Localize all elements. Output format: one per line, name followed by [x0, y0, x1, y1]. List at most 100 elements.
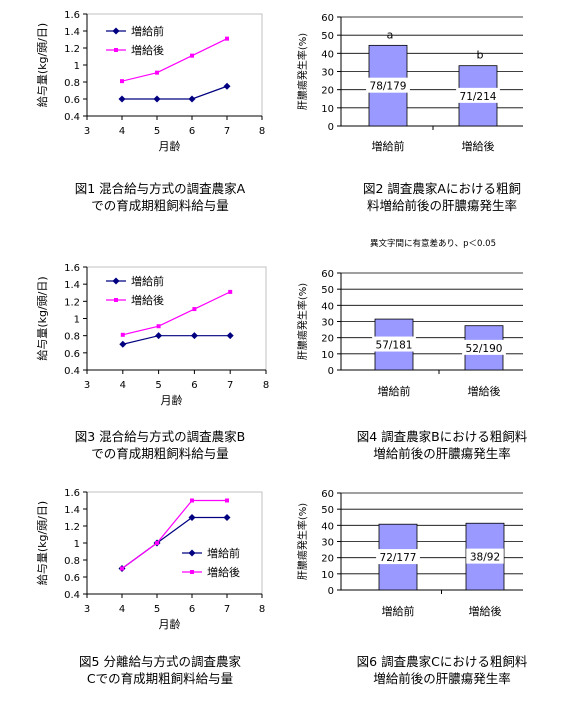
data-label: 78/179 — [370, 81, 407, 93]
x-tick-label: 7 — [224, 126, 230, 137]
x-tick-label: 4 — [119, 604, 125, 615]
caption-3: 図3 混合給与方式の調査農家B での育成期粗飼料給与量 — [40, 428, 280, 462]
data-point — [119, 340, 127, 348]
x-tick-label: 4 — [120, 380, 126, 391]
y-tick-label: 10 — [321, 104, 334, 115]
significance-note: 異文字間に有意差あり、p＜0.05 — [370, 239, 496, 249]
caption-1-line-1: 図1 混合給与方式の調査農家A — [74, 181, 246, 196]
x-tick-label: 6 — [189, 604, 195, 615]
x-tick-label: 4 — [119, 126, 125, 137]
y-tick-label: 0.4 — [64, 366, 80, 377]
y-tick-label: 1.2 — [64, 522, 80, 533]
data-point — [155, 70, 159, 75]
caption-4: 図4 調査農家Bにおける粗飼料 増給前後の肝膿瘍発生率 — [322, 428, 562, 462]
y-tick-label: 0.8 — [64, 556, 80, 567]
y-tick-label: 1 — [74, 315, 80, 326]
chart-4-bar: 0 10 20 30 40 50 60 57/181 増給前 52/190 増給後 肝膿瘍発生率(%) — [296, 269, 523, 398]
y-tick-label: 1.6 — [64, 263, 80, 274]
y-tick-label: 60 — [321, 13, 334, 24]
data-label-box — [372, 336, 416, 352]
data-point — [155, 332, 163, 340]
y-tick-label: 0.4 — [64, 112, 80, 123]
data-point — [153, 95, 161, 103]
legend-label: 増給前 — [131, 24, 164, 38]
data-point — [120, 332, 125, 337]
x-axis-label: 月齢 — [161, 393, 183, 407]
caption-1-line-2: での育成期粗飼料給与量 — [91, 198, 229, 213]
y-tick-label: 10 — [321, 350, 334, 361]
caption-2-line-1: 図2 調査農家Aにおける粗飼 — [363, 181, 521, 196]
y-tick-label: 40 — [321, 49, 334, 60]
y-axis-label: 肝膿瘍発生率(%) — [296, 503, 309, 580]
significance-letter: a — [387, 28, 394, 41]
y-axis-label: 肝膿瘍発生率(%) — [296, 283, 309, 360]
data-label-box — [376, 549, 420, 565]
y-tick-label: 50 — [321, 285, 334, 296]
y-tick-label: 0.4 — [64, 590, 80, 601]
category-label: 増給前 — [378, 384, 411, 398]
data-point — [156, 324, 161, 329]
x-tick-label: 7 — [224, 604, 230, 615]
category-label: 増給後 — [469, 604, 502, 618]
data-point — [118, 95, 126, 103]
data-label: 71/214 — [460, 91, 497, 103]
y-axis-label: 給与量(kg/頭/日) — [35, 276, 49, 360]
data-point — [155, 541, 159, 545]
y-tick-label: 1.4 — [64, 505, 80, 516]
y-tick-label: 0.6 — [64, 349, 80, 360]
data-point — [188, 95, 196, 103]
plot-area — [86, 266, 267, 371]
y-tick-label: 0.8 — [64, 332, 80, 343]
caption-6-line-1: 図6 調査農家Cにおける粗飼料 — [356, 654, 528, 669]
category-label: 増給前 — [382, 604, 415, 618]
y-tick-label: 0.6 — [64, 573, 80, 584]
series-line — [121, 499, 227, 569]
y-tick-label: 1.2 — [64, 297, 80, 308]
category-label: 増給後 — [462, 139, 495, 153]
y-tick-label: 1 — [74, 539, 80, 550]
y-tick-label: 1.6 — [64, 488, 80, 499]
y-tick-label: 60 — [321, 489, 334, 500]
y-tick-label: 20 — [321, 334, 334, 345]
series-line — [122, 291, 231, 336]
y-tick-label: 1.6 — [64, 10, 80, 21]
y-tick-label: 20 — [321, 86, 334, 97]
data-point — [190, 498, 194, 503]
legend-marker — [188, 549, 196, 557]
y-axis-label: 肝膿瘍発生率(%) — [296, 33, 309, 110]
x-axis-label: 月齢 — [159, 617, 181, 631]
data-point — [225, 498, 229, 503]
y-tick-label: 40 — [321, 301, 334, 312]
y-tick-label: 0.8 — [64, 78, 80, 89]
caption-5: 図5 分離給与方式の調査農家 Cでの育成期粗飼料給与量 — [40, 653, 280, 687]
plot-area — [86, 13, 263, 117]
legend-marker — [112, 277, 120, 285]
data-point — [228, 289, 233, 294]
caption-5-line-1: 図5 分離給与方式の調査農家 — [79, 654, 241, 669]
data-label-box — [466, 548, 504, 564]
data-label-box — [366, 77, 410, 93]
chart-2-bar: 0 10 20 30 40 50 60 78/179 a 増給前 71/214 b 増給後 肝膿瘍発生率(… — [296, 13, 523, 153]
y-tick-label: 0 — [328, 586, 334, 597]
caption-4-line-2: 増給前後の肝膿瘍発生率 — [373, 446, 511, 461]
data-point — [120, 79, 124, 84]
chart-1-line: 0.4 0.6 0.8 1 1.2 1.4 1.6 3 4 5 6 7 8 月齢 給与量(kg/頭/日) 増給… — [35, 10, 265, 153]
caption-6: 図6 調査農家Cにおける粗飼料 増給前後の肝膿瘍発生率 — [322, 653, 562, 687]
x-tick-label: 8 — [259, 126, 265, 137]
data-label: 57/181 — [376, 340, 413, 352]
data-label: 72/177 — [380, 552, 417, 564]
y-tick-label: 1 — [74, 61, 80, 72]
chart-5-line: 0.4 0.6 0.8 1 1.2 1.4 1.6 3 4 5 6 7 8 月齢 給与量(kg/頭/日) 増給… — [35, 488, 265, 631]
y-tick-label: 20 — [321, 554, 334, 565]
significance-letter: b — [477, 49, 484, 62]
data-label-box — [456, 87, 500, 103]
legend-marker — [114, 48, 118, 52]
y-tick-label: 30 — [321, 318, 334, 329]
legend-label: 増給後 — [207, 565, 240, 579]
series-line — [121, 38, 228, 82]
y-axis-label: 給与量(kg/頭/日) — [35, 501, 49, 585]
legend-label: 増給前 — [207, 546, 240, 560]
data-point — [190, 53, 194, 58]
x-tick-label: 5 — [155, 380, 161, 391]
data-point — [225, 36, 229, 41]
